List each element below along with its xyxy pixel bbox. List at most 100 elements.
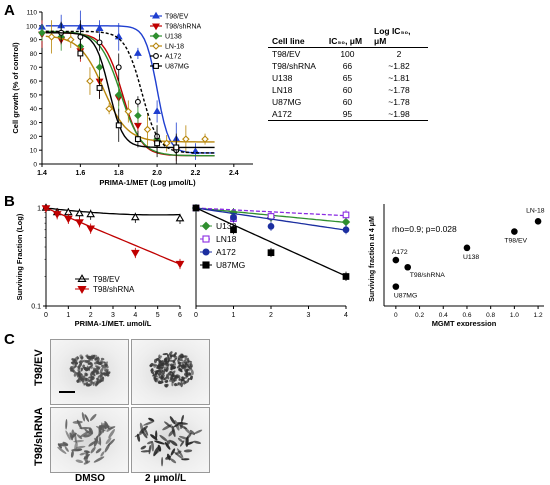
data-point (95, 63, 104, 72)
cell-cluster (69, 354, 111, 387)
cell (177, 437, 183, 443)
series-t98-ev (41, 203, 185, 225)
cell (95, 365, 100, 369)
y-tick-label: 40 (30, 106, 38, 113)
cell (79, 426, 91, 430)
data-point (392, 256, 400, 264)
table-cell: 66 (342, 61, 353, 71)
fit-curve (45, 30, 215, 154)
cell (148, 417, 155, 422)
cell (153, 449, 161, 456)
cell (150, 434, 158, 441)
micrograph-t98ev-2um (131, 339, 210, 405)
cell (155, 430, 158, 440)
table-cell: 65 (342, 73, 353, 83)
table-cell: ~1.98 (388, 109, 410, 119)
legend: U138 LN18 A172 U87MG (200, 221, 245, 270)
x-tick-label: 0.8 (486, 312, 495, 319)
cell (182, 355, 188, 358)
cell (166, 354, 170, 359)
cell (159, 434, 168, 442)
table-cell: ~1.78 (388, 85, 410, 95)
table-cell: 60 (342, 97, 353, 107)
x-tick-label: 0 (44, 312, 48, 319)
series-u87mg (45, 32, 215, 158)
cell (180, 377, 185, 382)
cell (91, 371, 96, 377)
y-axis-label: Surviving Fraction (Log) (15, 213, 24, 300)
legend-marker (152, 32, 160, 40)
x-tick-label: 0 (194, 312, 198, 319)
data-point (175, 213, 185, 222)
fit-curve (45, 35, 215, 143)
cell (93, 435, 99, 447)
y-axis-label: Cell growth (% of control) (11, 42, 20, 134)
cell (89, 362, 93, 366)
cell (108, 428, 115, 439)
micrograph-t98shrna-dmso (50, 407, 129, 473)
cell (164, 383, 168, 388)
cell (83, 450, 90, 454)
cell (92, 381, 96, 386)
cell (173, 382, 178, 387)
panel-letter-c: C (4, 331, 15, 348)
fit-curve (45, 32, 215, 157)
micrograph-t98shrna-2um (131, 407, 210, 473)
row-label-t98-shrna: T98/shRNA (33, 407, 45, 466)
legend-label: U138 (216, 221, 237, 231)
cell (80, 377, 86, 382)
chart-a: 0 10 20 30 40 50 60 70 80 90 100 110 1.4 1.6 1.8 2.0 2.2… (11, 10, 253, 187)
cell (189, 375, 193, 381)
table-row: U138 65 ~1.81 (268, 72, 428, 84)
cell (79, 360, 84, 364)
cell-cluster (57, 412, 116, 465)
cell (181, 361, 185, 364)
cell (94, 357, 98, 361)
table-row: U87MG 60 ~1.78 (268, 96, 428, 108)
data-point (115, 64, 122, 71)
table-cell: LN18 (272, 85, 293, 95)
cell (105, 437, 112, 445)
cell (164, 366, 167, 372)
y-tick-label: 60 (30, 79, 38, 86)
cell (179, 368, 183, 372)
table-cell: 2 (396, 49, 402, 59)
data-point (66, 35, 75, 44)
table-cell: ~1.78 (388, 97, 410, 107)
table-row: T98/shRNA 66 ~1.82 (268, 60, 428, 72)
y-tick-label: 110 (27, 10, 38, 17)
cell (104, 443, 111, 453)
cell (100, 451, 105, 457)
cell (73, 440, 84, 443)
data-point (86, 209, 96, 218)
legend-marker (152, 42, 160, 50)
cell (80, 367, 83, 372)
chart-b-mgmt-scatter: 0 0.2 0.4 0.6 0.8 1.0 1.2 MGMT expression Surviv… (369, 204, 545, 326)
legend-label: T98/shRNA (165, 24, 202, 31)
data-point (342, 211, 350, 219)
legend-marker (202, 248, 210, 256)
x-tick-label: 0 (394, 312, 398, 319)
data-point (182, 135, 190, 143)
legend-marker (202, 235, 210, 243)
cell (150, 371, 155, 375)
cell (185, 436, 189, 448)
scatter-point-ln-18: LN-18 (526, 207, 545, 225)
x-tick-label: 2 (269, 312, 273, 319)
table-header-row: Cell line IC₅₀, μM Log IC₅₀, μM (268, 25, 428, 48)
cell (89, 364, 94, 369)
cell (169, 359, 173, 362)
x-tick-label: 4 (133, 312, 137, 319)
row-label-t98-ev: T98/EV (33, 349, 45, 386)
micrograph-image (57, 412, 116, 465)
micrograph-image (134, 414, 203, 467)
x-tick-label: 1.8 (114, 170, 124, 177)
legend-marker (77, 274, 87, 282)
cell (177, 361, 181, 365)
cell (140, 445, 147, 450)
legend-label: A172 (216, 247, 236, 257)
cell (103, 367, 107, 371)
legend-marker (77, 286, 87, 294)
y-tick-label: 90 (30, 37, 38, 44)
